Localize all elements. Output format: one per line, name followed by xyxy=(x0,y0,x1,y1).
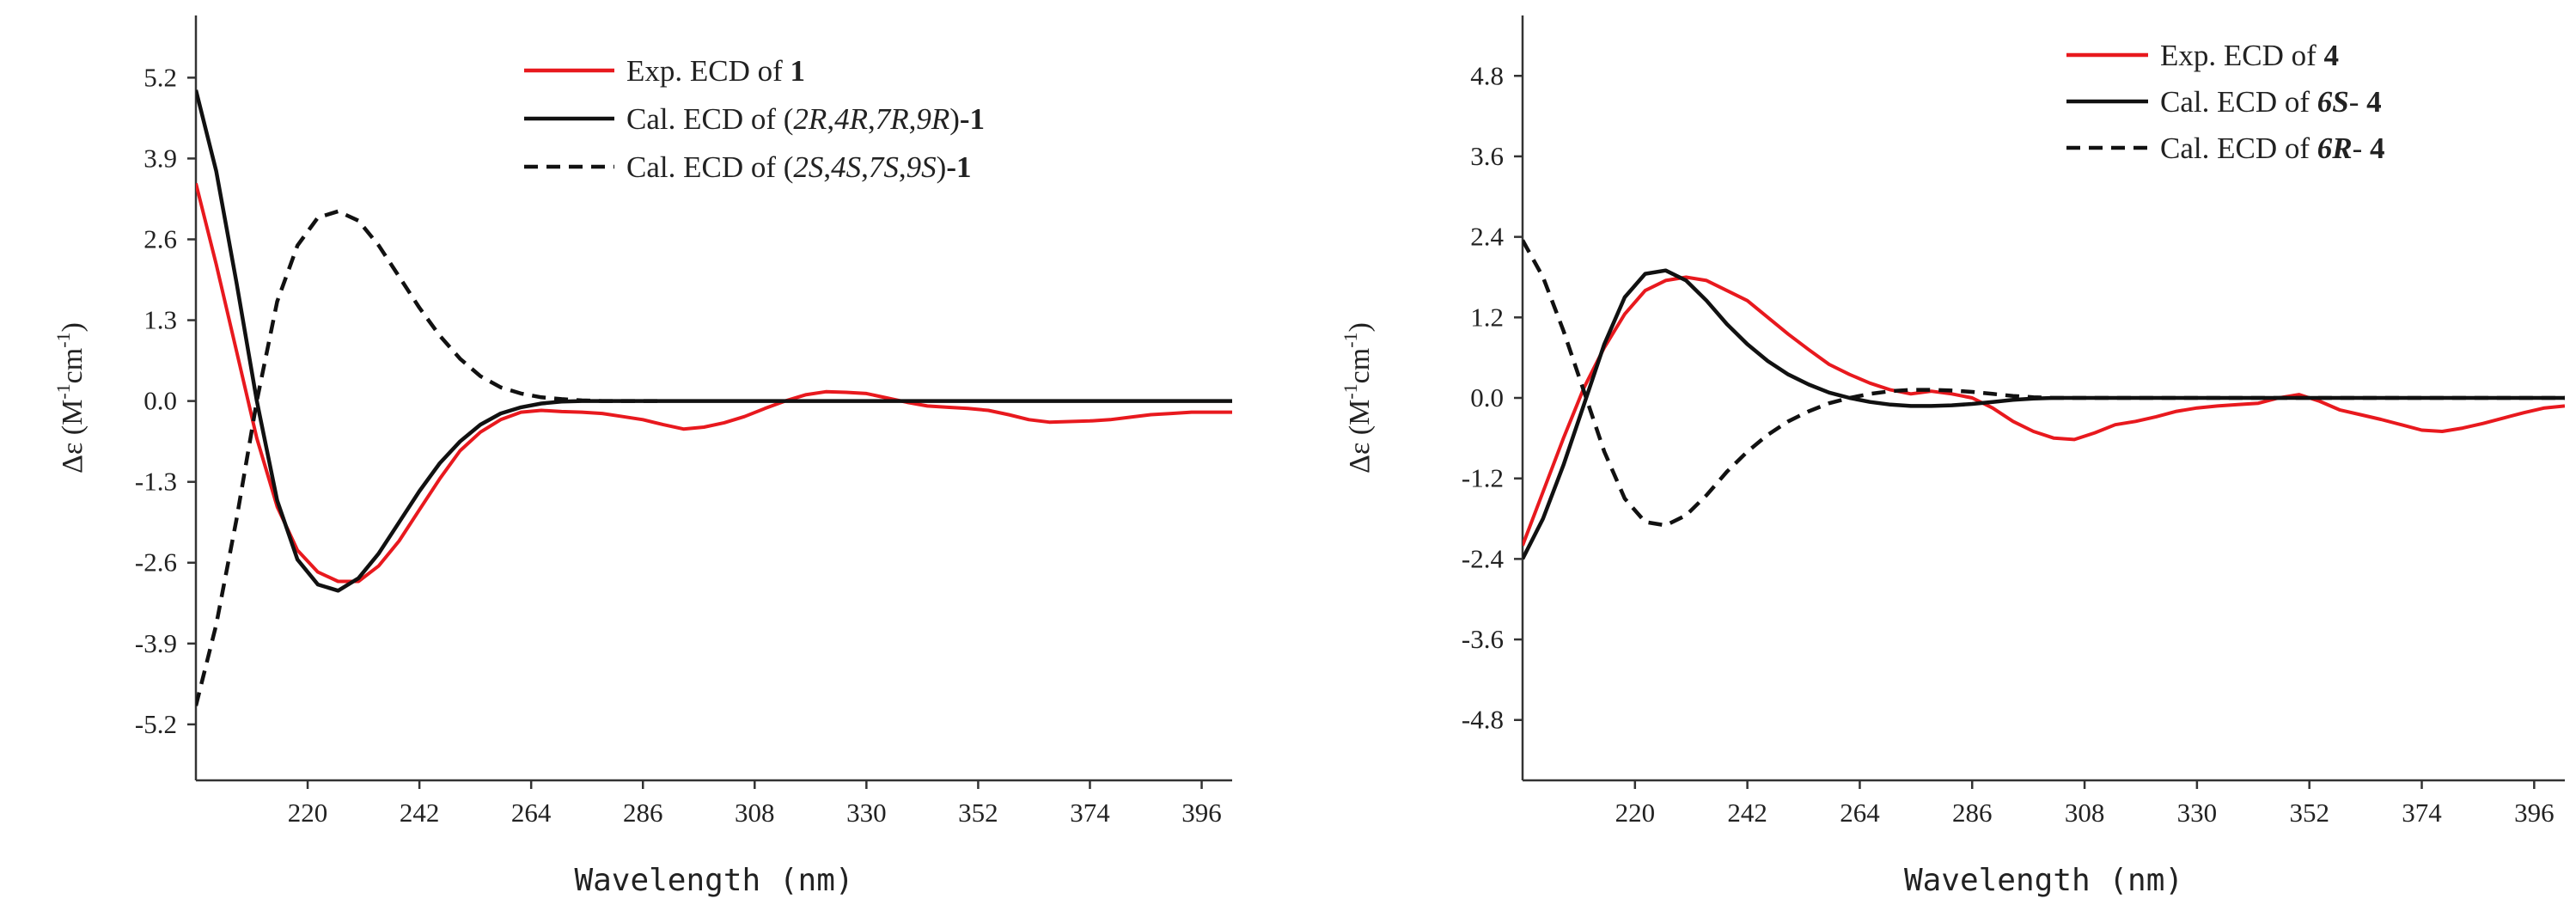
y-axis-title-sup: -1 xyxy=(52,383,74,399)
x-tick-label: 220 xyxy=(1615,798,1656,828)
x-axis-title: Wavelength (nm) xyxy=(574,863,853,898)
legend-label-part: , xyxy=(861,150,869,184)
legend-label-part: 1 xyxy=(791,54,806,88)
y-tick-label: 0.0 xyxy=(1470,382,1504,413)
y-tick-label: -1.2 xyxy=(1462,463,1504,493)
y-axis-title-base: Δε (M xyxy=(57,400,89,474)
y-axis-title-sup: -1 xyxy=(52,332,74,347)
y-axis-title-sup: -1 xyxy=(1340,332,1361,347)
legend-label-part: Cal. ECD of xyxy=(2160,131,2317,165)
legend-label-part: ) xyxy=(937,150,947,184)
x-tick-label: 264 xyxy=(1840,798,1880,828)
y-tick-label: -2.4 xyxy=(1462,543,1505,573)
y-axis-title: Δε (M-1cm-1) xyxy=(1340,322,1376,474)
x-tick-label: 242 xyxy=(400,798,440,828)
legend-label-part: 9R xyxy=(916,102,949,136)
legend-label-part: 2R xyxy=(793,102,827,136)
y-tick-label: -5.2 xyxy=(135,709,177,739)
series-line-0 xyxy=(1523,275,2565,547)
legend-label-part: 4 xyxy=(2324,39,2340,72)
x-tick-label: 308 xyxy=(2065,798,2105,828)
legend-label-part: , xyxy=(827,102,834,136)
legend-label-part: 2S xyxy=(793,150,823,184)
legend-label-part: -1 xyxy=(960,102,985,136)
series-line-1 xyxy=(1523,268,2565,560)
legend-label-part: Cal. ECD of xyxy=(2160,85,2317,119)
legend-label-part: 4 xyxy=(2370,131,2385,165)
y-tick-label: 5.2 xyxy=(143,62,177,92)
y-tick-label: -4.8 xyxy=(1462,705,1504,735)
legend-label-part: Exp. ECD of xyxy=(2160,39,2324,72)
y-axis-title-end: ) xyxy=(57,322,89,332)
legend-label-part: 6R xyxy=(2317,131,2353,165)
x-tick-label: 242 xyxy=(1727,798,1767,828)
legend-label: Exp. ECD of 1 xyxy=(626,54,805,88)
legend-label-part: - xyxy=(2353,131,2370,165)
legend-label-part: , xyxy=(899,150,906,184)
x-tick-label: 396 xyxy=(1181,798,1222,828)
legend-label-part: ) xyxy=(949,102,960,136)
legend-label-part: , xyxy=(868,102,876,136)
legend-label-part: 6S xyxy=(2317,85,2349,119)
legend-label-part: 9S xyxy=(906,150,937,184)
x-tick-label: 220 xyxy=(288,798,328,828)
left-ecd-chart: 5.2 3.9 2.6 1.3 0.0 -1.3 -2.6 -3.9 -5.2 220 242 264… xyxy=(52,15,1232,898)
legend-label-part: 7S xyxy=(869,150,899,184)
legend-label-part: -1 xyxy=(946,150,971,184)
series-line-2 xyxy=(1523,239,2565,528)
x-tick-label: 330 xyxy=(846,798,887,828)
y-axis-title-base: Δε (M xyxy=(1344,400,1376,474)
x-tick-label: 396 xyxy=(2514,798,2555,828)
series-line-0 xyxy=(196,182,1232,584)
y-tick-label: -2.6 xyxy=(135,547,177,578)
y-tick-label: 1.3 xyxy=(143,305,177,335)
x-tick-label: 286 xyxy=(623,798,663,828)
y-axis-title-end: ) xyxy=(1344,322,1376,332)
y-tick-label: 4.8 xyxy=(1470,60,1504,90)
right-ecd-chart: 4.8 3.6 2.4 1.2 0.0 -1.2 -2.4 -3.6 -4.8 220 242 264… xyxy=(1340,15,2565,898)
y-tick-label: -3.9 xyxy=(135,628,177,658)
y-tick-label: 2.4 xyxy=(1470,222,1504,252)
x-tick-label: 352 xyxy=(2289,798,2329,828)
legend-label-part: , xyxy=(823,150,831,184)
legend-label-part: Cal. ECD of ( xyxy=(626,150,793,184)
x-tick-label: 352 xyxy=(958,798,998,828)
legend-label: Cal. ECD of (2S,4S,7S,9S)-1 xyxy=(626,150,971,184)
y-tick-label: -1.3 xyxy=(135,467,177,497)
plot-area xyxy=(1523,239,2565,560)
legend-label: Cal. ECD of 6S- 4 xyxy=(2160,85,2382,119)
plot-area xyxy=(196,89,1232,706)
y-tick-label: -3.6 xyxy=(1462,624,1504,654)
y-axis-title-sup: -1 xyxy=(1340,383,1361,399)
legend-label: Exp. ECD of 4 xyxy=(2160,39,2339,72)
legend-label-part: - xyxy=(2349,85,2366,119)
x-axis-title: Wavelength (nm) xyxy=(1904,863,2183,898)
legend-label-part: 4 xyxy=(2366,85,2382,119)
x-tick-label: 330 xyxy=(2177,798,2218,828)
legend-label-part: 4S xyxy=(831,150,861,184)
x-tick-label: 374 xyxy=(1070,798,1110,828)
legend-label: Cal. ECD of (2R,4R,7R,9R)-1 xyxy=(626,102,985,136)
y-axis-title: Δε (M-1cm-1) xyxy=(52,322,89,474)
x-tick-label: 286 xyxy=(1952,798,1993,828)
y-axis-title-mid: cm xyxy=(57,348,89,384)
y-tick-label: 1.2 xyxy=(1470,302,1504,332)
legend-label-part: 4R xyxy=(834,102,868,136)
legend-label-part: , xyxy=(909,102,917,136)
y-axis-title-mid: cm xyxy=(1344,348,1376,384)
series-line-2 xyxy=(196,209,663,706)
y-tick-label: 0.0 xyxy=(143,386,177,416)
legend-label: Cal. ECD of 6R- 4 xyxy=(2160,131,2385,165)
x-tick-label: 264 xyxy=(511,798,552,828)
y-tick-label: 3.6 xyxy=(1470,141,1504,171)
x-tick-label: 374 xyxy=(2402,798,2442,828)
legend-label-part: Cal. ECD of ( xyxy=(626,102,793,136)
legend-label-part: 7R xyxy=(876,102,909,136)
x-tick-label: 308 xyxy=(735,798,775,828)
y-tick-label: 2.6 xyxy=(143,223,177,254)
legend-label-part: Exp. ECD of xyxy=(626,54,791,88)
y-tick-label: 3.9 xyxy=(143,143,177,173)
